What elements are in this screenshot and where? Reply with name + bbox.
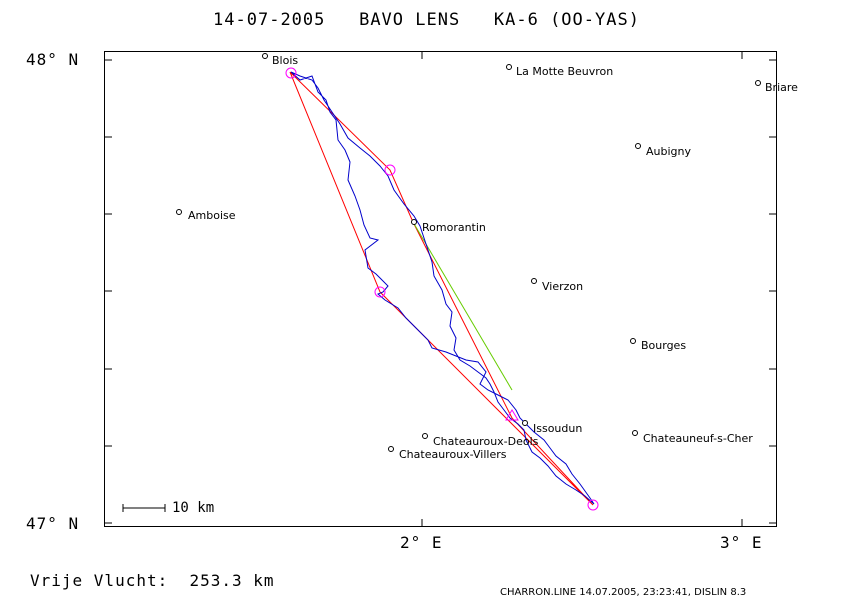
town-la-motte-beuvron: La Motte Beuvron <box>516 65 614 78</box>
town-romorantin: Romorantin <box>422 221 486 234</box>
town-briare: Briare <box>765 81 798 94</box>
town-amboise: Amboise <box>188 209 236 222</box>
town-chateauroux-deols: Chateauroux-Deols <box>433 435 539 448</box>
town-markers <box>176 53 761 452</box>
final-leg <box>412 221 513 391</box>
turnpoints <box>285 67 599 511</box>
longitude-label-left: 2° E <box>400 533 443 552</box>
scale-label: 10 km <box>172 500 215 516</box>
turnpoint-2 <box>384 164 396 176</box>
task-polygon <box>289 71 594 506</box>
turnpoint-4 <box>587 499 599 511</box>
town-chateauneuf-s-cher: Chateauneuf-s-Cher <box>643 432 753 445</box>
flight-track <box>290 71 595 505</box>
town-marker-la-motte-beuvron <box>506 64 512 70</box>
town-marker-chateauroux-deols <box>422 433 428 439</box>
town-marker-romorantin <box>411 219 417 225</box>
axis-ticks <box>104 51 777 527</box>
turnpoint-3 <box>374 286 386 298</box>
town-issoudun: Issoudun <box>533 422 583 435</box>
town-marker-amboise <box>176 209 182 215</box>
map-title: 14-07-2005 BAVO LENS KA-6 (OO-YAS) <box>213 10 640 30</box>
town-marker-chateauroux-villers <box>388 446 394 452</box>
town-marker-chateauneuf-s-cher <box>632 430 638 436</box>
town-blois: Blois <box>272 54 299 67</box>
town-marker-aubigny <box>635 143 641 149</box>
town-marker-bourges <box>630 338 636 344</box>
town-marker-blois <box>262 53 268 59</box>
turnpoint-1 <box>285 67 297 79</box>
map-frame <box>104 51 777 527</box>
footer-info: CHARRON.LINE 14.07.2005, 23:23:41, DISLI… <box>500 587 747 598</box>
longitude-label-right: 3° E <box>720 533 763 552</box>
free-flight-distance: Vrije Vlucht: 253.3 km <box>30 571 275 590</box>
town-bourges: Bourges <box>641 339 687 352</box>
start-triangle <box>505 409 519 421</box>
town-marker-vierzon <box>531 278 537 284</box>
town-marker-issoudun <box>522 420 528 426</box>
latitude-label-bottom: 47° N <box>26 514 80 533</box>
scale-bar <box>122 504 166 512</box>
town-marker-briare <box>755 80 761 86</box>
town-chateauroux-villers: Chateauroux-Villers <box>399 448 507 461</box>
town-vierzon: Vierzon <box>542 280 584 293</box>
latitude-label-top: 48° N <box>26 50 80 69</box>
town-aubigny: Aubigny <box>646 145 691 158</box>
